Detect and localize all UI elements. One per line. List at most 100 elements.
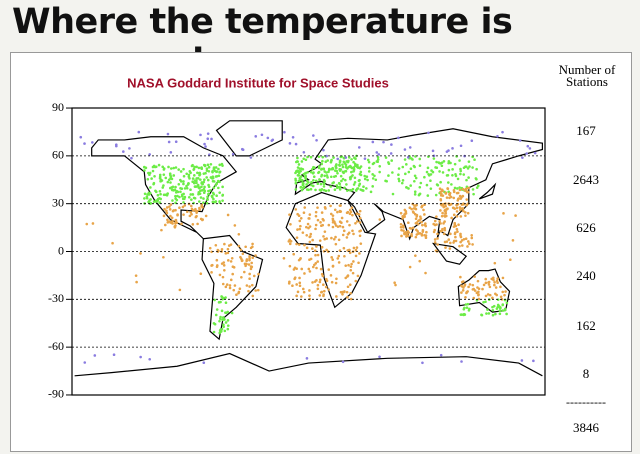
station-dot <box>349 297 353 301</box>
station-dot <box>399 211 403 215</box>
station-dot <box>440 203 444 207</box>
lat-tick-label: -30 <box>48 291 64 305</box>
station-dot <box>199 133 202 137</box>
station-dot <box>248 285 251 288</box>
station-dot <box>174 166 178 169</box>
station-dot <box>251 256 254 259</box>
station-dot <box>390 143 393 146</box>
station-dot <box>219 315 222 319</box>
station-dot <box>414 217 418 221</box>
station-dot <box>371 173 374 176</box>
station-dot <box>308 297 312 301</box>
station-dot <box>414 204 417 207</box>
station-dot <box>321 155 325 159</box>
station-dot <box>291 135 295 139</box>
station-count: 626 <box>576 220 596 235</box>
station-dot <box>299 186 303 189</box>
station-dot <box>341 292 344 296</box>
station-dot <box>205 176 208 179</box>
station-dot <box>174 194 177 198</box>
station-dot <box>473 289 477 292</box>
station-dot <box>318 178 321 181</box>
station-dot <box>333 208 337 212</box>
station-dot <box>439 222 442 225</box>
station-dot <box>463 306 466 310</box>
station-dot <box>491 313 495 317</box>
station-dot <box>488 285 492 289</box>
station-dot <box>443 226 447 230</box>
station-dot <box>344 178 347 182</box>
station-dot <box>445 196 449 199</box>
station-dot <box>325 237 328 240</box>
station-dot <box>310 181 313 184</box>
station-dot <box>193 174 196 177</box>
station-dot <box>211 176 215 180</box>
station-dot <box>423 175 426 179</box>
station-dot <box>460 360 463 363</box>
station-dot <box>298 281 302 285</box>
station-dot <box>351 187 355 191</box>
station-dot <box>425 230 428 234</box>
station-dot <box>403 148 407 151</box>
station-dot <box>466 302 470 306</box>
station-dot <box>496 281 499 285</box>
station-dot <box>414 176 418 180</box>
station-dot <box>220 295 224 299</box>
station-dot <box>405 235 408 238</box>
station-dot <box>456 230 459 233</box>
station-dot <box>340 179 343 183</box>
station-dot <box>315 279 318 282</box>
station-dot <box>352 246 356 250</box>
station-dot <box>312 175 316 179</box>
station-dot <box>310 168 314 171</box>
station-dot <box>403 215 406 219</box>
station-dot <box>179 180 183 183</box>
station-dot <box>526 144 530 148</box>
station-dot <box>205 201 209 205</box>
station-dot <box>314 223 318 227</box>
station-dot <box>460 291 463 294</box>
station-dot <box>355 212 359 216</box>
stations-total: 3846 <box>573 420 600 435</box>
station-dot <box>354 248 358 252</box>
station-dot <box>207 165 211 169</box>
station-dot <box>196 222 199 226</box>
station-dot <box>169 214 172 218</box>
station-dot <box>476 184 480 187</box>
station-dot <box>452 241 455 244</box>
station-dot <box>288 242 292 246</box>
station-dot <box>316 283 320 287</box>
station-dot <box>459 232 462 236</box>
station-dot <box>305 233 309 237</box>
station-dot <box>233 224 237 227</box>
station-dot <box>486 293 490 296</box>
station-dot <box>250 283 254 287</box>
station-dot <box>200 185 203 189</box>
station-dot <box>206 137 210 140</box>
station-dot <box>353 181 357 184</box>
station-dot <box>348 164 352 168</box>
station-dot <box>93 354 97 357</box>
station-dot <box>235 293 238 297</box>
station-dot <box>501 276 505 280</box>
station-dot <box>346 167 349 170</box>
station-dot <box>462 202 465 205</box>
station-dot <box>172 209 175 212</box>
station-dot <box>435 215 438 218</box>
station-dot <box>335 295 338 298</box>
station-dot <box>352 232 355 236</box>
station-dot <box>325 171 328 174</box>
station-dot <box>240 275 243 279</box>
antarctica <box>74 352 543 377</box>
station-dot <box>503 293 506 297</box>
station-dot <box>337 254 341 258</box>
station-dot <box>424 222 427 225</box>
station-dot <box>351 213 354 217</box>
station-dot <box>499 295 503 299</box>
station-dot <box>449 232 452 236</box>
station-dot <box>348 223 351 227</box>
station-dot <box>320 188 324 191</box>
station-dot <box>355 220 359 223</box>
station-dot <box>326 176 329 179</box>
